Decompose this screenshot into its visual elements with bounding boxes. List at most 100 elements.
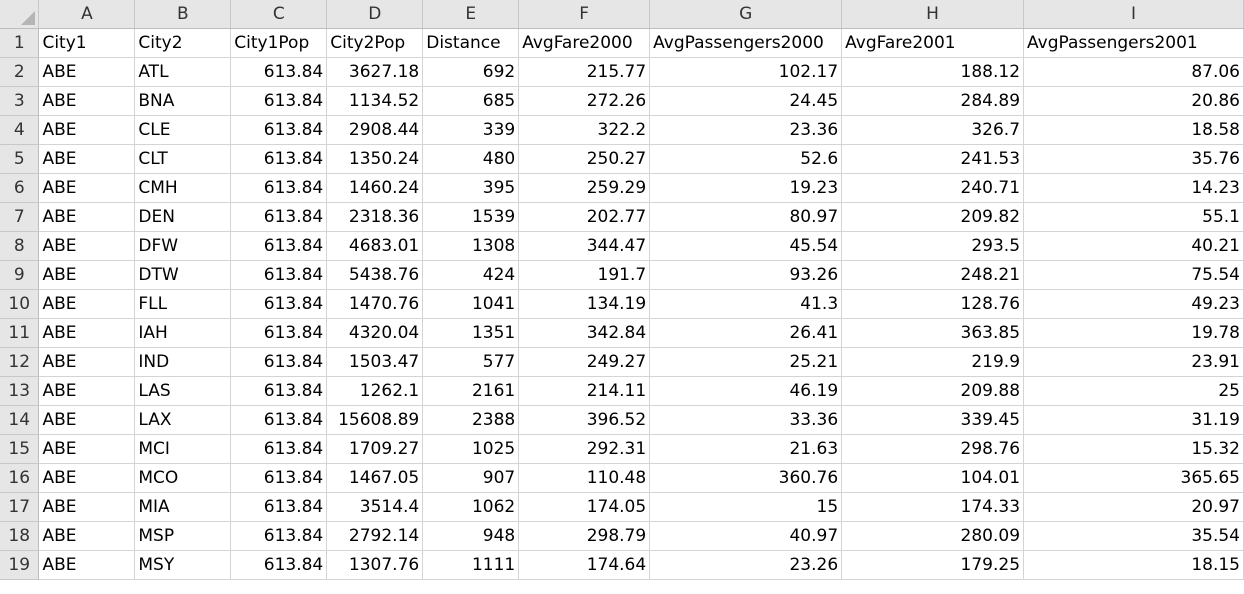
data-cell[interactable]: 19.78 xyxy=(1023,318,1244,348)
data-cell[interactable]: 3627.18 xyxy=(326,57,424,87)
data-cell[interactable]: 14.23 xyxy=(1023,173,1244,203)
data-cell[interactable]: 249.27 xyxy=(518,347,651,377)
data-cell[interactable]: 298.76 xyxy=(841,434,1025,464)
row-header[interactable]: 15 xyxy=(0,434,40,464)
row-header[interactable]: 8 xyxy=(0,231,40,261)
data-cell[interactable]: 52.6 xyxy=(649,144,843,174)
data-cell[interactable]: 35.54 xyxy=(1023,521,1244,551)
data-cell[interactable]: 214.11 xyxy=(518,376,651,406)
header-cell[interactable]: AvgFare2001 xyxy=(841,28,1025,58)
data-cell[interactable]: 248.21 xyxy=(841,260,1025,290)
data-cell[interactable]: 396.52 xyxy=(518,405,651,435)
data-cell[interactable]: 292.31 xyxy=(518,434,651,464)
data-cell[interactable]: 1539 xyxy=(422,202,520,232)
data-cell[interactable]: 613.84 xyxy=(230,463,328,493)
data-cell[interactable]: 174.33 xyxy=(841,492,1025,522)
header-cell[interactable]: City1Pop xyxy=(230,28,328,58)
data-cell[interactable]: 21.63 xyxy=(649,434,843,464)
row-header[interactable]: 11 xyxy=(0,318,40,348)
data-cell[interactable]: 49.23 xyxy=(1023,289,1244,319)
row-header[interactable]: 13 xyxy=(0,376,40,406)
header-cell[interactable]: Distance xyxy=(422,28,520,58)
data-cell[interactable]: 613.84 xyxy=(230,405,328,435)
data-cell[interactable]: BNA xyxy=(134,86,232,116)
data-cell[interactable]: 1134.52 xyxy=(326,86,424,116)
data-cell[interactable]: 339 xyxy=(422,115,520,145)
data-cell[interactable]: 55.1 xyxy=(1023,202,1244,232)
data-cell[interactable]: 1041 xyxy=(422,289,520,319)
data-cell[interactable]: 128.76 xyxy=(841,289,1025,319)
column-header-f[interactable]: F xyxy=(518,0,651,29)
data-cell[interactable]: MIA xyxy=(134,492,232,522)
data-cell[interactable]: 280.09 xyxy=(841,521,1025,551)
data-cell[interactable]: 31.19 xyxy=(1023,405,1244,435)
data-cell[interactable]: 1307.76 xyxy=(326,550,424,580)
data-cell[interactable]: DEN xyxy=(134,202,232,232)
data-cell[interactable]: 613.84 xyxy=(230,173,328,203)
data-cell[interactable]: 1503.47 xyxy=(326,347,424,377)
data-cell[interactable]: MCI xyxy=(134,434,232,464)
column-header-h[interactable]: H xyxy=(841,0,1025,29)
data-cell[interactable]: 3514.4 xyxy=(326,492,424,522)
data-cell[interactable]: 15608.89 xyxy=(326,405,424,435)
data-cell[interactable]: MCO xyxy=(134,463,232,493)
data-cell[interactable]: 80.97 xyxy=(649,202,843,232)
row-header[interactable]: 9 xyxy=(0,260,40,290)
row-header[interactable]: 14 xyxy=(0,405,40,435)
data-cell[interactable]: 613.84 xyxy=(230,115,328,145)
data-cell[interactable]: IND xyxy=(134,347,232,377)
data-cell[interactable]: 209.88 xyxy=(841,376,1025,406)
row-header[interactable]: 12 xyxy=(0,347,40,377)
row-header[interactable]: 10 xyxy=(0,289,40,319)
data-cell[interactable]: ABE xyxy=(38,173,136,203)
data-cell[interactable]: 46.19 xyxy=(649,376,843,406)
column-header-i[interactable]: I xyxy=(1023,0,1244,29)
data-cell[interactable]: 40.97 xyxy=(649,521,843,551)
column-header-b[interactable]: B xyxy=(134,0,232,29)
data-cell[interactable]: 179.25 xyxy=(841,550,1025,580)
header-cell[interactable]: AvgPassengers2000 xyxy=(649,28,843,58)
data-cell[interactable]: 2908.44 xyxy=(326,115,424,145)
data-cell[interactable]: 613.84 xyxy=(230,376,328,406)
data-cell[interactable]: ABE xyxy=(38,405,136,435)
data-cell[interactable]: ABE xyxy=(38,434,136,464)
data-cell[interactable]: 360.76 xyxy=(649,463,843,493)
data-cell[interactable]: 110.48 xyxy=(518,463,651,493)
data-cell[interactable]: 613.84 xyxy=(230,202,328,232)
data-cell[interactable]: 577 xyxy=(422,347,520,377)
data-cell[interactable]: 613.84 xyxy=(230,434,328,464)
data-cell[interactable]: FLL xyxy=(134,289,232,319)
row-header[interactable]: 6 xyxy=(0,173,40,203)
data-cell[interactable]: 23.26 xyxy=(649,550,843,580)
data-cell[interactable]: 342.84 xyxy=(518,318,651,348)
data-cell[interactable]: 344.47 xyxy=(518,231,651,261)
data-cell[interactable]: 259.29 xyxy=(518,173,651,203)
data-cell[interactable]: 209.82 xyxy=(841,202,1025,232)
data-cell[interactable]: 613.84 xyxy=(230,347,328,377)
data-cell[interactable]: MSY xyxy=(134,550,232,580)
data-cell[interactable]: LAX xyxy=(134,405,232,435)
data-cell[interactable]: ABE xyxy=(38,86,136,116)
data-cell[interactable]: 395 xyxy=(422,173,520,203)
data-cell[interactable]: ABE xyxy=(38,260,136,290)
data-cell[interactable]: 480 xyxy=(422,144,520,174)
data-cell[interactable]: ATL xyxy=(134,57,232,87)
data-cell[interactable]: 1262.1 xyxy=(326,376,424,406)
data-cell[interactable]: 613.84 xyxy=(230,289,328,319)
data-cell[interactable]: 104.01 xyxy=(841,463,1025,493)
data-cell[interactable]: 191.7 xyxy=(518,260,651,290)
header-cell[interactable]: AvgFare2000 xyxy=(518,28,651,58)
data-cell[interactable]: 613.84 xyxy=(230,231,328,261)
data-cell[interactable]: 298.79 xyxy=(518,521,651,551)
data-cell[interactable]: 1062 xyxy=(422,492,520,522)
data-cell[interactable]: ABE xyxy=(38,318,136,348)
header-cell[interactable]: AvgPassengers2001 xyxy=(1023,28,1244,58)
data-cell[interactable]: ABE xyxy=(38,492,136,522)
data-cell[interactable]: 2318.36 xyxy=(326,202,424,232)
data-cell[interactable]: ABE xyxy=(38,115,136,145)
column-header-a[interactable]: A xyxy=(38,0,136,29)
data-cell[interactable]: 15 xyxy=(649,492,843,522)
data-cell[interactable]: 188.12 xyxy=(841,57,1025,87)
data-cell[interactable]: 293.5 xyxy=(841,231,1025,261)
header-cell[interactable]: City2Pop xyxy=(326,28,424,58)
